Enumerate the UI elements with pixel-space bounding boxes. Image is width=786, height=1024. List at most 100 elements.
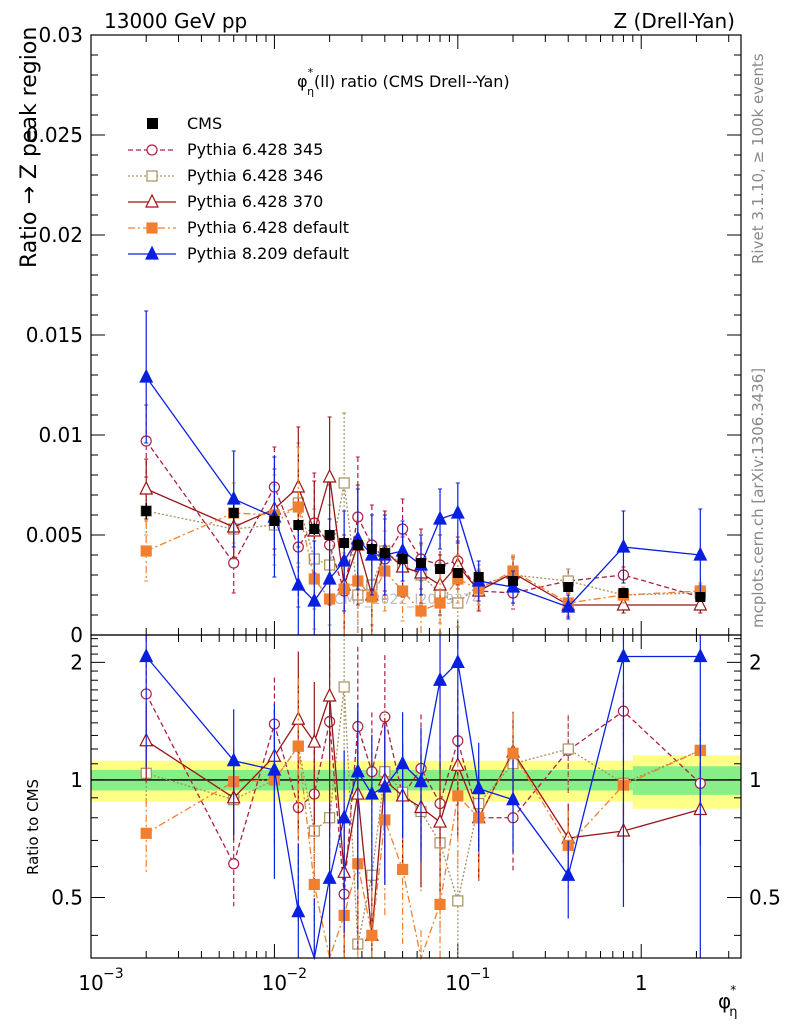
point-p8def: [307, 592, 322, 607]
ratio-point-p6def: [452, 790, 464, 802]
point-cms: [324, 530, 335, 540]
point-cms: [397, 554, 408, 564]
mcplots-label: mcplots.cern.ch [arXiv:1306.3436]: [749, 368, 767, 628]
legend-label-cms: CMS: [187, 114, 222, 133]
ratio-point-p8def: [693, 648, 708, 663]
legend-label-p345: Pythia 6.428 345: [187, 140, 323, 159]
series-line-p370: [145, 476, 701, 606]
energy-label: 13000 GeV pp: [104, 9, 247, 33]
legend-marker-p8def: [145, 245, 159, 260]
ratio-y-label: Ratio to CMS: [24, 779, 42, 875]
point-cms: [508, 576, 519, 586]
series-cms: [141, 503, 706, 602]
legend-marker-p370: [145, 193, 159, 208]
ratio-band-layer: [91, 755, 741, 809]
ratio-point-p370: [307, 733, 322, 748]
ratio-point-p8def: [226, 752, 241, 767]
ratio-point-p8def: [267, 761, 282, 776]
main-y-tick-label: 0.015: [26, 323, 83, 347]
point-p6def: [415, 605, 427, 617]
point-p8def: [433, 510, 448, 525]
point-p370: [616, 596, 631, 611]
ratio-point-p8def: [506, 791, 520, 806]
ratio-point-p8def: [433, 671, 448, 686]
ratio-plot-frame: [90, 634, 742, 959]
ratio-point-p6def: [308, 878, 320, 891]
main-y-tick-label: 0.01: [38, 423, 83, 447]
x-tick-exponent: −2: [286, 966, 307, 982]
subtitle-rest: (ll) ratio (CMS Drell--Yan): [314, 72, 510, 91]
point-cms: [309, 524, 320, 534]
ratio-point-p8def: [414, 773, 428, 788]
point-cms: [416, 558, 427, 568]
rivet-label: Rivet 3.1.10, ≥ 100k events: [749, 53, 767, 264]
ratio-y-tick-label-right: 2: [749, 650, 762, 674]
point-cms: [435, 564, 446, 574]
plot-subtitle: φ* η(ll) ratio (CMS Drell--Yan): [297, 66, 510, 98]
legend-marker-p345: [146, 144, 158, 156]
ratio-point-p6def: [507, 747, 519, 759]
subtitle-phi: φ: [297, 72, 308, 91]
ratio-point-p8def: [616, 648, 631, 663]
ratio-point-p8def: [322, 869, 337, 884]
legend-label-p370: Pythia 6.428 370: [187, 192, 323, 211]
point-p370: [322, 468, 337, 483]
point-p370: [139, 480, 154, 495]
ratio-y-tick-label: 1: [70, 768, 83, 792]
point-p8def: [561, 598, 576, 613]
x-tick-exponent: −3: [103, 966, 124, 982]
x-tick-label: 10: [262, 971, 287, 995]
point-p8def: [693, 546, 708, 561]
ratio-point-p8def: [364, 785, 379, 800]
point-p6def: [434, 597, 446, 609]
ratio-series-p345: [140, 646, 706, 958]
ratio-point-p6def: [396, 863, 409, 876]
point-p8def: [450, 504, 465, 519]
main-y-tick-label: 0: [70, 623, 83, 647]
ratio-point-p8def: [377, 778, 392, 793]
legend-marker-p346: [146, 170, 158, 182]
main-y-tick-label: 0.02: [38, 223, 83, 247]
main-y-tick-label: 0.03: [38, 23, 83, 47]
x-axis-sub: η: [729, 1005, 737, 1020]
point-p6def: [396, 585, 409, 597]
point-p8def: [226, 490, 241, 505]
point-p8def: [322, 570, 337, 585]
point-p6def: [292, 501, 304, 513]
ratio-point-p8def: [139, 648, 154, 663]
point-p370: [693, 596, 708, 611]
ratio-series-p8def: [139, 635, 708, 961]
point-cms: [228, 508, 239, 518]
ratio-ticks-layer: 0.5 0.51 12 210 −3 10 −2 10 −1 1: [51, 635, 781, 995]
point-p8def: [291, 576, 306, 591]
series-p8def: [139, 310, 708, 636]
ratio-point-p346: [562, 743, 574, 755]
ratio-y-tick-label: 0.5: [51, 886, 83, 910]
x-tick-label: 10: [445, 971, 470, 995]
point-p345: [228, 557, 240, 569]
ratio-point-p8def: [471, 780, 486, 795]
ratio-point-p6def: [366, 929, 378, 941]
ratio-point-p8def: [561, 866, 576, 881]
legend-label-p8def: Pythia 8.209 default: [187, 244, 349, 263]
point-cms: [339, 538, 350, 548]
ratio-point-p6def: [434, 898, 446, 911]
point-cms: [695, 592, 706, 602]
ratio-point-p370: [322, 687, 337, 702]
legend-marker-cms: [147, 118, 158, 129]
legend-label-p346: Pythia 6.428 346: [187, 166, 323, 185]
point-p346: [338, 477, 350, 489]
ratio-point-p8def: [291, 903, 306, 918]
point-cms: [352, 540, 363, 550]
main-series-layer: [139, 310, 708, 636]
ratio-point-p346: [338, 681, 350, 693]
ratio-point-p346: [452, 895, 464, 907]
x-tick-label: 10: [78, 971, 103, 995]
main-y-tick-label: 0.005: [26, 523, 83, 547]
legend: CMS Pythia 6.428 345 Pythia 6.428 346 Pythi…: [128, 114, 349, 263]
point-cms: [269, 516, 280, 526]
point-cms: [293, 520, 304, 530]
ratio-point-p6def: [292, 740, 304, 752]
point-cms: [366, 544, 377, 554]
